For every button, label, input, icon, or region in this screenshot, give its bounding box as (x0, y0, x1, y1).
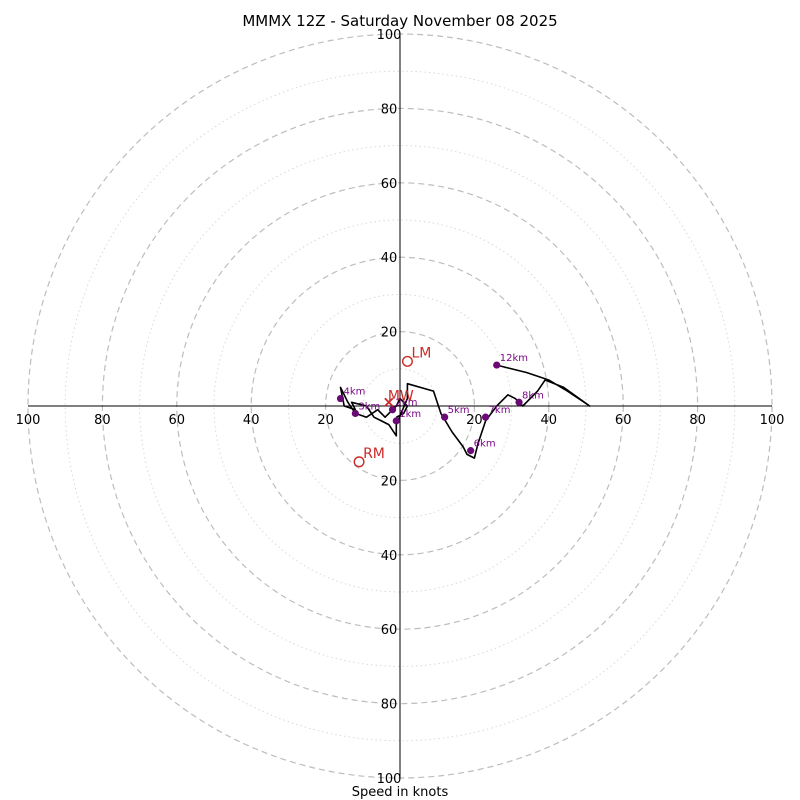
height-label-4km: 4km (343, 387, 365, 398)
height-label-7km: 7km (489, 405, 511, 416)
height-label-5km: 5km (448, 405, 470, 416)
mean-wind-label: MW (388, 388, 414, 404)
storm-motion-lm (401, 355, 413, 367)
tick-right-40: 40 (541, 413, 558, 428)
height-marker-3km (351, 409, 359, 418)
x-axis-label: Speed in knots (352, 785, 449, 800)
height-marker-6km (467, 447, 475, 455)
tick-down-40: 40 (381, 549, 398, 564)
mean-wind-marker (384, 397, 394, 407)
tick-up-40: 40 (381, 251, 398, 266)
axes (28, 34, 772, 778)
tick-down-20: 20 (381, 474, 398, 489)
tick-up-20: 20 (381, 326, 398, 341)
height-marker-8km (515, 398, 523, 406)
storm-motion-markers: LM RM MW (353, 345, 431, 468)
height-label-8km: 8km (522, 390, 544, 401)
storm-motion-label-lm: LM (411, 345, 431, 361)
tick-left-20: 20 (317, 413, 334, 428)
tick-down-80: 80 (381, 698, 398, 713)
hodograph-trace (339, 364, 591, 459)
height-label-3km: 3km (358, 401, 380, 412)
tick-up-80: 80 (381, 102, 398, 117)
tick-left-80: 80 (94, 413, 111, 428)
chart-title: MMMX 12Z - Saturday November 08 2025 (242, 12, 557, 30)
storm-motion-label-rm: RM (363, 446, 385, 462)
height-label-12km: 12km (500, 353, 528, 364)
height-label-1km: 1km (399, 409, 421, 420)
tick-right-60: 60 (615, 413, 632, 428)
height-marker-7km (481, 413, 490, 421)
height-label-6km: 6km (474, 439, 496, 450)
height-marker-2km (388, 406, 397, 414)
tick-left-40: 40 (243, 413, 260, 428)
height-marker-12km (493, 361, 501, 369)
height-marker-5km (441, 413, 449, 421)
tick-left-60: 60 (169, 413, 186, 428)
tick-labels: 20 20 20 20 40 40 40 40 60 60 60 60 80 80 80 80 100 100 10… (16, 28, 785, 787)
hodograph-line (339, 364, 591, 459)
tick-down-100: 100 (377, 772, 402, 787)
height-marker-1km (392, 417, 400, 425)
tick-right-80: 80 (689, 413, 706, 428)
tick-left-100: 100 (16, 413, 41, 428)
tick-right-20: 20 (466, 413, 483, 428)
tick-up-100: 100 (377, 28, 402, 43)
height-marker-4km (336, 394, 345, 403)
tick-down-60: 60 (381, 623, 398, 638)
tick-right-100: 100 (760, 413, 785, 428)
storm-motion-rm (353, 456, 365, 468)
tick-up-60: 60 (381, 177, 398, 192)
height-label-2km: 2km (396, 398, 418, 409)
